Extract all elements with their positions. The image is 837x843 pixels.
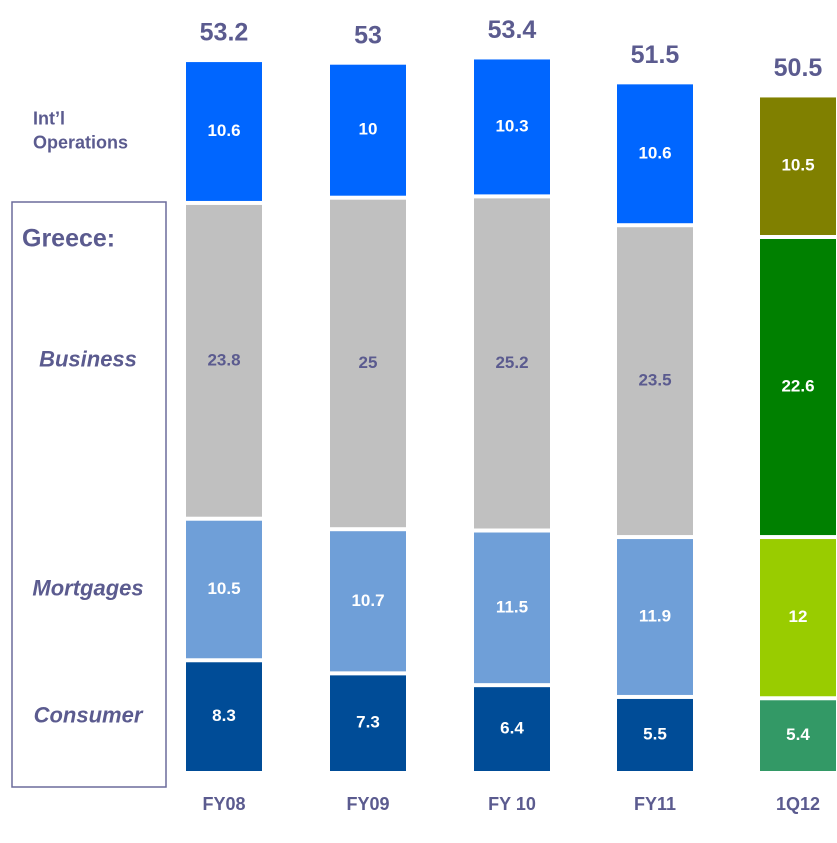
bar-segment bbox=[617, 539, 693, 695]
legend-label: Business bbox=[39, 347, 137, 372]
x-tick-label: FY 10 bbox=[488, 794, 536, 814]
legend-label: Int’l Operations bbox=[33, 108, 128, 152]
bar-segment bbox=[617, 227, 693, 536]
bar-segment bbox=[474, 198, 550, 529]
total-label: 53.4 bbox=[488, 16, 537, 44]
value-label: 10.5 bbox=[207, 579, 240, 598]
group-box bbox=[11, 201, 167, 788]
bar-segment bbox=[760, 539, 836, 697]
value-label: 5.5 bbox=[643, 724, 667, 743]
value-label: 25.2 bbox=[495, 353, 528, 372]
x-tick-label: FY08 bbox=[202, 794, 245, 814]
bar-segment bbox=[760, 97, 836, 235]
bar-segment bbox=[760, 239, 836, 536]
bar-segment bbox=[617, 84, 693, 224]
bar-segment bbox=[186, 520, 262, 659]
bar-segment bbox=[330, 64, 406, 196]
value-label: 5.4 bbox=[786, 725, 810, 744]
value-label: 12 bbox=[789, 607, 808, 626]
total-label: 53.2 bbox=[200, 19, 249, 47]
value-label: 10.6 bbox=[207, 121, 240, 140]
bar-segment bbox=[330, 199, 406, 528]
value-label: 7.3 bbox=[356, 713, 380, 732]
bar-segment bbox=[186, 204, 262, 517]
bar-segment bbox=[186, 662, 262, 771]
total-label: 53 bbox=[354, 21, 382, 49]
value-label: 11.5 bbox=[496, 597, 528, 616]
bar-segment bbox=[330, 531, 406, 672]
value-label: 10.7 bbox=[351, 591, 384, 610]
x-tick-label: FY09 bbox=[346, 794, 389, 814]
value-label: 10.3 bbox=[495, 116, 528, 135]
value-label: 8.3 bbox=[212, 706, 236, 725]
bar-segment bbox=[617, 698, 693, 771]
value-label: 25 bbox=[359, 353, 378, 372]
value-label: 11.9 bbox=[639, 606, 671, 625]
group-label: Greece: bbox=[22, 225, 115, 253]
x-tick-label: FY11 bbox=[634, 794, 676, 814]
value-label: 10.6 bbox=[638, 143, 671, 162]
bar-segment bbox=[474, 687, 550, 771]
value-label: 23.8 bbox=[207, 350, 240, 369]
legend-label: Mortgages bbox=[32, 575, 143, 600]
x-tick-label: 1Q12 bbox=[776, 794, 820, 814]
bar-segment bbox=[474, 59, 550, 195]
legend-label: Consumer bbox=[34, 702, 144, 727]
bar-segment bbox=[760, 700, 836, 771]
value-label: 10.5 bbox=[781, 156, 814, 175]
value-label: 6.4 bbox=[500, 719, 524, 738]
value-label: 10 bbox=[359, 120, 378, 139]
bar-segment bbox=[474, 532, 550, 684]
total-label: 50.5 bbox=[774, 54, 823, 82]
value-label: 23.5 bbox=[638, 371, 671, 390]
value-label: 22.6 bbox=[781, 377, 814, 396]
total-label: 51.5 bbox=[631, 41, 680, 69]
bar-segment bbox=[186, 62, 262, 201]
bar-segment bbox=[330, 675, 406, 771]
